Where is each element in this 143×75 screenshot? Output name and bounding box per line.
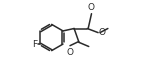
Text: O: O <box>99 28 106 37</box>
Text: F: F <box>32 40 38 49</box>
Text: O: O <box>87 3 94 12</box>
Text: O: O <box>66 48 74 57</box>
